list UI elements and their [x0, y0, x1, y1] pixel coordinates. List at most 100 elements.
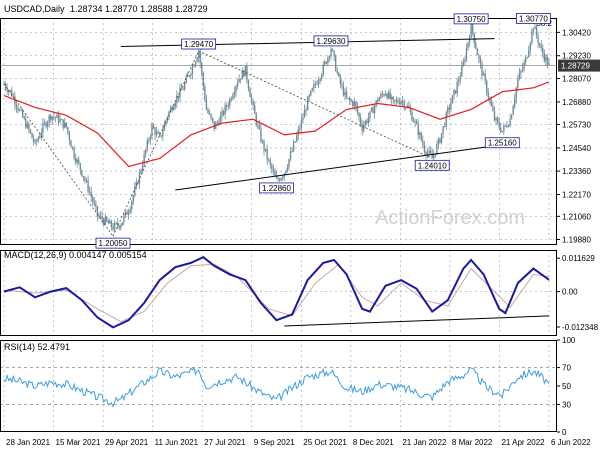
candle-body: [37, 138, 39, 142]
pivot-label: 1.30770: [519, 14, 548, 23]
candle-body: [426, 152, 429, 155]
candle-body: [320, 74, 323, 79]
candle-body: [92, 197, 94, 203]
candle-body: [425, 151, 427, 155]
candle-body: [373, 106, 376, 114]
candle-body: [412, 120, 415, 123]
candle-body: [465, 48, 468, 60]
candle-body: [31, 132, 33, 139]
candle-body: [436, 144, 438, 155]
candle-body: [85, 180, 88, 182]
candle-body: [180, 88, 183, 90]
candle-body: [347, 97, 349, 99]
candle-body: [151, 124, 153, 137]
candle-body: [380, 94, 382, 99]
candle-body: [529, 42, 532, 51]
candle-body: [193, 65, 195, 67]
candle-body: [364, 121, 366, 126]
candle-body: [411, 111, 413, 121]
candle-body: [40, 132, 43, 137]
candle-body: [98, 216, 100, 217]
candle-body: [84, 177, 86, 181]
candle-body: [451, 95, 454, 104]
rsi-tick-label: 50: [562, 382, 571, 391]
candle-body: [99, 215, 102, 217]
candle-body: [322, 64, 324, 75]
candle-body: [152, 124, 155, 129]
candle-body: [218, 122, 220, 125]
candle-body: [204, 86, 206, 100]
candle-body: [289, 151, 292, 160]
candle-body: [134, 187, 136, 196]
candle-body: [64, 122, 66, 128]
candle-body: [127, 212, 130, 215]
candle-body: [271, 164, 273, 170]
candle-body: [325, 61, 328, 64]
candle-body: [252, 100, 254, 106]
candle-body: [383, 94, 385, 96]
candle-body: [367, 117, 370, 123]
candle-body: [431, 153, 433, 159]
candle-body: [57, 114, 60, 123]
macd-signal-line: [3, 263, 550, 323]
x-tick-label: 25 Oct 2021: [303, 438, 347, 447]
candle-body: [68, 132, 71, 141]
candle-body: [492, 106, 494, 111]
candle-body: [528, 50, 530, 58]
candle-body: [417, 123, 419, 135]
candle-body: [227, 105, 229, 107]
candle-body: [423, 145, 426, 152]
candle-body: [258, 124, 261, 129]
candle-body: [241, 70, 243, 80]
rsi-title: RSI(14) 52.4791: [4, 342, 70, 352]
pivot-label-box: [313, 35, 349, 47]
candle-body: [372, 107, 374, 114]
pivot-label: 1.25160: [488, 139, 517, 148]
candle-body: [78, 159, 80, 164]
candle-body: [473, 32, 475, 43]
candle-body: [479, 58, 482, 64]
x-tick-label: 9 Sep 2021: [254, 438, 295, 447]
last-price-tag: [558, 59, 600, 72]
y-tick-label: 1.29230: [562, 52, 591, 61]
x-tick-label: 11 Jun 2021: [155, 438, 199, 447]
rsi-tick-label: 0: [562, 428, 567, 437]
candle-body: [51, 116, 53, 120]
candle-body: [71, 146, 74, 148]
pane-frame: [0, 18, 557, 245]
candle-body: [4, 83, 7, 89]
candle-body: [398, 102, 401, 104]
candle-body: [299, 128, 301, 130]
candle-body: [81, 169, 83, 176]
candle-body: [518, 73, 521, 80]
candle-body: [328, 56, 331, 58]
candle-body: [59, 119, 61, 123]
candle-body: [532, 28, 535, 31]
candle-body: [512, 106, 514, 115]
candle-body: [257, 124, 259, 126]
candle-body: [500, 127, 502, 132]
candle-body: [453, 90, 455, 96]
candle-body: [475, 42, 477, 49]
candle-body: [345, 91, 348, 98]
candle-body: [545, 56, 547, 61]
candle-body: [531, 30, 533, 43]
candle-body: [207, 109, 209, 113]
pane-frame: [0, 340, 557, 432]
candle-body: [509, 119, 511, 126]
candle-body: [118, 225, 120, 228]
pivot-label: 1.29470: [184, 40, 213, 49]
candle-body: [190, 74, 192, 76]
candle-body: [352, 101, 354, 106]
candle-body: [303, 109, 306, 118]
candle-body: [384, 93, 387, 96]
candle-body: [397, 100, 399, 103]
candle-body: [9, 90, 11, 92]
candle-body: [17, 107, 19, 111]
candle-body: [378, 98, 380, 102]
candle-body: [401, 100, 404, 102]
candle-body: [208, 112, 211, 114]
candle-body: [143, 153, 145, 166]
candle-body: [342, 85, 345, 96]
x-tick-label: 6 Jun 2022: [551, 438, 591, 447]
